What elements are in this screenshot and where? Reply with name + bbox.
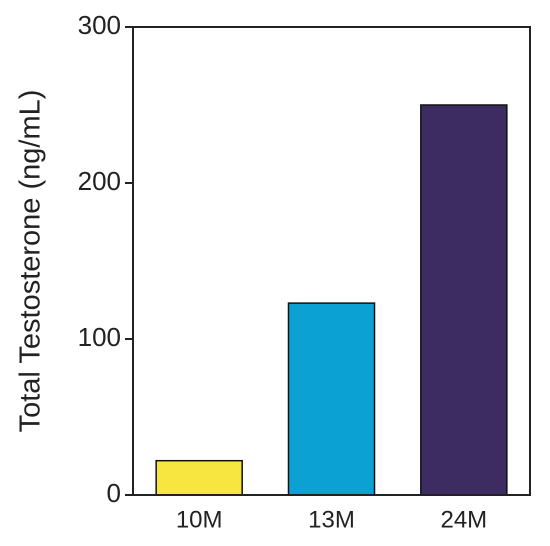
y-tick-label: 100: [78, 322, 121, 352]
y-axis-label: Total Testosterone (ng/mL): [15, 90, 47, 433]
bar: [420, 104, 508, 496]
plot-frame: [132, 26, 531, 496]
x-tick-label: 24M: [440, 506, 487, 533]
x-tick-label: 13M: [308, 506, 355, 533]
y-tick-label: 300: [78, 10, 121, 40]
x-tick-label: 10M: [176, 506, 223, 533]
y-tick-label: 0: [107, 478, 121, 508]
y-tick-label: 200: [78, 166, 121, 196]
bar: [287, 302, 376, 496]
bar: [155, 459, 243, 496]
